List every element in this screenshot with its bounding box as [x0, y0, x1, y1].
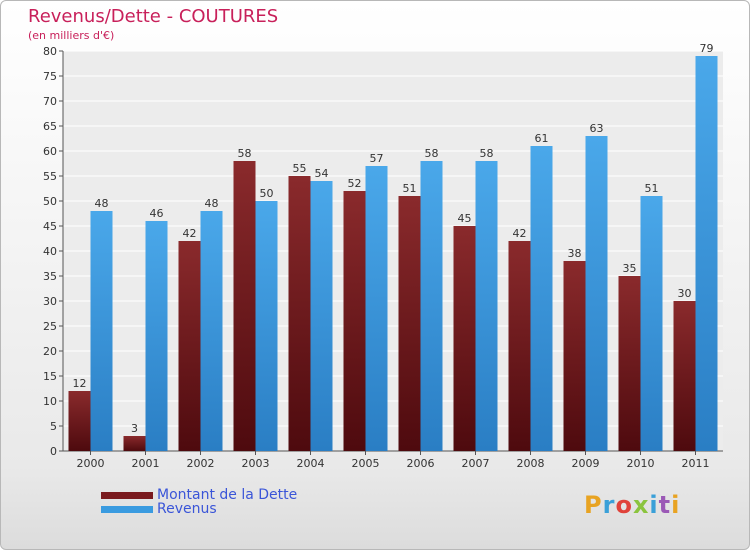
bar-revenus — [420, 161, 443, 451]
data-label-revenus: 63 — [590, 122, 604, 135]
data-label-dette: 42 — [183, 227, 197, 240]
data-label-dette: 30 — [678, 287, 692, 300]
y-tick-label: 25 — [43, 320, 57, 333]
bar-revenus — [255, 201, 278, 451]
data-label-revenus: 48 — [205, 197, 219, 210]
data-label-revenus: 46 — [150, 207, 164, 220]
y-tick-label: 50 — [43, 195, 57, 208]
bar-dette — [288, 176, 311, 451]
data-label-revenus: 48 — [95, 197, 109, 210]
chart-subtitle: (en milliers d'€) — [28, 29, 115, 42]
bar-revenus — [310, 181, 333, 451]
x-tick-label: 2004 — [297, 457, 325, 470]
data-label-dette: 58 — [238, 147, 252, 160]
data-label-dette: 3 — [131, 422, 138, 435]
x-tick-label: 2007 — [462, 457, 490, 470]
x-tick-label: 2008 — [517, 457, 545, 470]
logo-letter: o — [615, 491, 633, 519]
data-label-dette: 12 — [73, 377, 87, 390]
y-tick-label: 60 — [43, 145, 57, 158]
y-tick-label: 75 — [43, 70, 57, 83]
x-tick-label: 2002 — [187, 457, 215, 470]
legend-swatch-revenus — [101, 505, 153, 513]
bar-dette — [178, 241, 201, 451]
bar-dette — [508, 241, 531, 451]
logo-letter: i — [671, 491, 681, 519]
y-tick-label: 5 — [50, 420, 57, 433]
x-tick-label: 2009 — [572, 457, 600, 470]
bar-dette — [123, 436, 146, 451]
bar-dette — [618, 276, 641, 451]
x-tick-label: 2006 — [407, 457, 435, 470]
x-tick-label: 2001 — [132, 457, 160, 470]
y-tick-label: 80 — [43, 45, 57, 58]
data-label-revenus: 58 — [425, 147, 439, 160]
data-label-revenus: 51 — [645, 182, 659, 195]
data-label-dette: 51 — [403, 182, 417, 195]
bar-revenus — [90, 211, 113, 451]
data-label-revenus: 61 — [535, 132, 549, 145]
bar-dette — [453, 226, 476, 451]
legend-label-dette: Montant de la Dette — [157, 487, 298, 503]
data-label-revenus: 58 — [480, 147, 494, 160]
data-label-dette: 38 — [568, 247, 582, 260]
chart-title: Revenus/Dette - COUTURES — [28, 6, 279, 27]
bar-dette — [233, 161, 256, 451]
y-tick-label: 15 — [43, 370, 57, 383]
bar-revenus — [200, 211, 223, 451]
bar-dette — [563, 261, 586, 451]
bar-revenus — [640, 196, 663, 451]
y-tick-label: 70 — [43, 95, 57, 108]
legend-item-revenus: Revenus — [101, 501, 217, 517]
bar-revenus — [530, 146, 553, 451]
x-tick-label: 2003 — [242, 457, 270, 470]
data-label-dette: 35 — [623, 262, 637, 275]
data-label-dette: 52 — [348, 177, 362, 190]
bar-revenus — [365, 166, 388, 451]
logo-letter: i — [649, 491, 659, 519]
data-label-revenus: 54 — [315, 167, 329, 180]
y-tick-label: 0 — [50, 445, 57, 458]
y-tick-label: 40 — [43, 245, 57, 258]
legend-swatch-dette — [101, 491, 153, 499]
y-tick-label: 55 — [43, 170, 57, 183]
logo-letter: x — [632, 491, 650, 519]
data-label-dette: 45 — [458, 212, 472, 225]
y-tick-label: 10 — [43, 395, 57, 408]
y-tick-label: 20 — [43, 345, 57, 358]
y-tick-label: 35 — [43, 270, 57, 283]
proxiti-logo: Proxiti — [584, 491, 680, 519]
bar-revenus — [145, 221, 168, 451]
logo-letter: P — [584, 491, 603, 519]
bar-revenus — [695, 56, 718, 451]
bar-revenus — [585, 136, 608, 451]
bar-dette — [673, 301, 696, 451]
x-tick-label: 2010 — [627, 457, 655, 470]
data-label-dette: 55 — [293, 162, 307, 175]
y-tick-label: 30 — [43, 295, 57, 308]
legend-item-dette: Montant de la Dette — [101, 487, 297, 503]
bar-revenus — [475, 161, 498, 451]
logo-letter: r — [602, 491, 616, 519]
bar-dette — [398, 196, 421, 451]
bar-dette — [68, 391, 91, 451]
data-label-revenus: 57 — [370, 152, 384, 165]
logo-letter: t — [658, 491, 672, 519]
y-tick-label: 45 — [43, 220, 57, 233]
data-label-revenus: 50 — [260, 187, 274, 200]
x-tick-label: 2005 — [352, 457, 380, 470]
bar-dette — [343, 191, 366, 451]
legend-label-revenus: Revenus — [157, 501, 217, 517]
x-tick-label: 2000 — [77, 457, 105, 470]
data-label-dette: 42 — [513, 227, 527, 240]
y-tick-label: 65 — [43, 120, 57, 133]
x-tick-label: 2011 — [682, 457, 710, 470]
data-label-revenus: 79 — [700, 42, 714, 55]
